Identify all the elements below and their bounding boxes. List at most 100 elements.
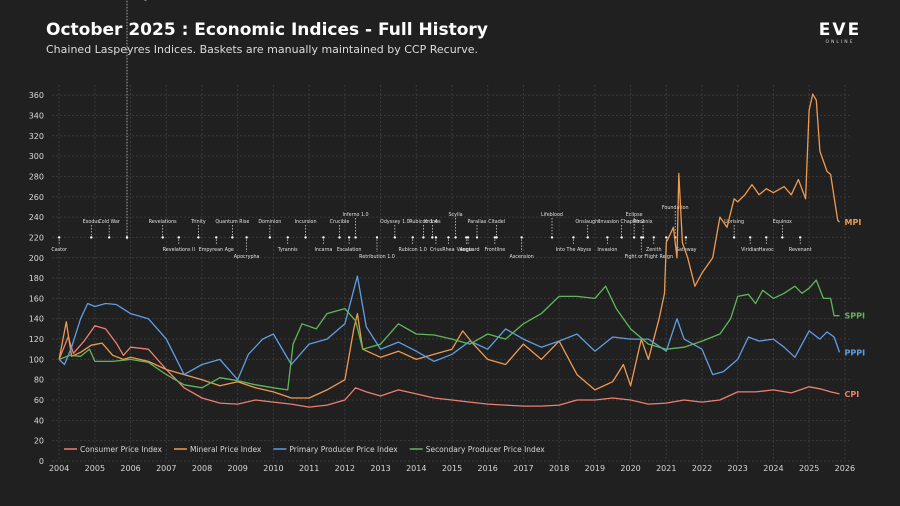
expansion-label: Phoenix <box>634 219 653 225</box>
x-tick-label: 2013 <box>370 464 390 473</box>
logo-subtext: ONLINE <box>825 40 855 45</box>
series-end-labels: CPI MPI PPPI SPPI <box>845 218 866 399</box>
expansion-dot <box>684 236 688 239</box>
x-tick-label: 2024 <box>763 464 783 473</box>
expansion-dot <box>57 236 61 239</box>
y-tick-label: 180 <box>29 274 44 283</box>
expansion-label: Havoc <box>759 247 774 253</box>
expansion-label: Retribution 1.0 <box>359 254 395 260</box>
series-end-label: PPPI <box>845 348 866 357</box>
x-tick-label: 2014 <box>406 464 426 473</box>
series-line-pppi <box>58 275 841 381</box>
expansion-dot <box>393 236 397 239</box>
y-tick-label: 140 <box>29 315 44 324</box>
legend-item-label: Consumer Price Index <box>80 445 163 454</box>
expansion-dot <box>286 236 289 239</box>
expansion-dot <box>107 236 111 239</box>
y-tick-label: 340 <box>29 111 44 120</box>
expansion-label: Gateway <box>675 247 696 253</box>
x-tick-label: 2008 <box>192 464 212 473</box>
series-end-label: CPI <box>845 390 860 399</box>
expansion-dot <box>652 236 655 239</box>
series-line-cpi <box>58 325 840 408</box>
expansion-dot <box>466 236 470 239</box>
x-tick-label: 2015 <box>442 464 462 473</box>
expansion-label: Empyrean Age <box>199 247 234 253</box>
expansion-dot <box>434 236 438 239</box>
x-tick-label: 2009 <box>228 464 248 473</box>
expansion-dot <box>268 236 272 239</box>
expansion-dot <box>475 236 479 239</box>
series-lines <box>58 93 841 408</box>
y-tick-label: 160 <box>29 294 44 303</box>
expansion-label: Frontline <box>484 247 505 253</box>
y-tick-label: 80 <box>34 376 44 385</box>
y-tick-label: 60 <box>34 396 44 405</box>
expansion-dot <box>422 236 425 239</box>
expansion-label: Citadel <box>488 219 505 225</box>
y-tick-label: 240 <box>29 213 44 222</box>
expansion-label: Revelations II <box>163 247 195 253</box>
expansion-label: Lifeblood <box>541 212 563 218</box>
expansion-label: Escalation <box>337 247 362 253</box>
expansion-dot <box>431 236 434 239</box>
grid <box>52 85 852 462</box>
expansion-label: Eclipse <box>626 212 643 218</box>
expansion-label: Uprising <box>724 219 744 225</box>
expansion-label: Parallax <box>468 219 487 225</box>
expansion-dot <box>177 236 180 239</box>
expansion-dot <box>125 236 129 239</box>
expansion-dot <box>520 236 523 239</box>
expansion-dot <box>495 236 498 239</box>
expansion-label: Onslaught <box>575 219 600 225</box>
expansion-label: Crius <box>430 247 443 253</box>
expansion-label: Rubicon 1.4 <box>409 219 437 225</box>
expansion-dot <box>732 236 736 239</box>
expansion-label: Invasion Chapter 2 <box>599 219 644 225</box>
x-tick-label: 2023 <box>728 464 748 473</box>
x-tick-label: 2019 <box>585 464 605 473</box>
expansion-dot <box>550 236 554 239</box>
series-end-label: SPPI <box>845 312 865 321</box>
expansion-label: Revenant <box>789 247 812 253</box>
y-tick-label: 260 <box>29 193 44 202</box>
expansion-label: Odyssey 1.0 <box>380 219 410 225</box>
x-tick-label: 2025 <box>799 464 819 473</box>
expansion-label: Apocrypha <box>234 254 260 260</box>
expansion-dot <box>640 236 643 239</box>
expansion-dot <box>765 236 768 239</box>
expansion-dot <box>375 236 379 239</box>
legend-item-label: Primary Producer Price Index <box>289 445 398 454</box>
expansion-dot <box>632 236 636 239</box>
expansion-label: Ascension <box>510 254 534 260</box>
legend-item-label: Mineral Price Index <box>190 445 262 454</box>
expansion-dot <box>620 236 623 239</box>
expansion-label: Scylla <box>449 212 463 218</box>
y-tick-label: 0 <box>39 457 44 466</box>
y-tick-label: 320 <box>29 132 44 141</box>
expansion-label: Kronos <box>424 219 441 225</box>
expansion-label: Zenith <box>646 247 662 253</box>
expansion-label: Incursion <box>295 219 317 225</box>
chart-subtitle: Chained Laspeyres Indices. Baskets are m… <box>46 43 478 56</box>
expansion-label: Trinity <box>190 219 206 225</box>
y-tick-label: 280 <box>29 172 44 181</box>
expansion-dot <box>354 236 357 239</box>
y-tick-label: 20 <box>34 437 44 446</box>
expansion-dot <box>641 236 645 239</box>
expansion-dot <box>197 236 200 239</box>
x-tick-label: 2011 <box>299 464 319 473</box>
expansion-label: Inferno 1.0 <box>343 212 369 218</box>
expansion-label: Foundation <box>662 205 689 211</box>
series-end-label: MPI <box>845 218 862 227</box>
x-tick-label: 2016 <box>478 464 498 473</box>
expansion-label: Tyrannis <box>277 247 298 253</box>
expansion-label: Red Moon Rising <box>107 0 147 2</box>
y-tick-label: 100 <box>29 355 44 364</box>
logo-text: EVE <box>818 20 862 40</box>
expansion-dot <box>215 236 218 239</box>
x-tick-label: 2020 <box>620 464 640 473</box>
y-tick-label: 300 <box>29 152 44 161</box>
expansion-dot <box>572 236 575 239</box>
